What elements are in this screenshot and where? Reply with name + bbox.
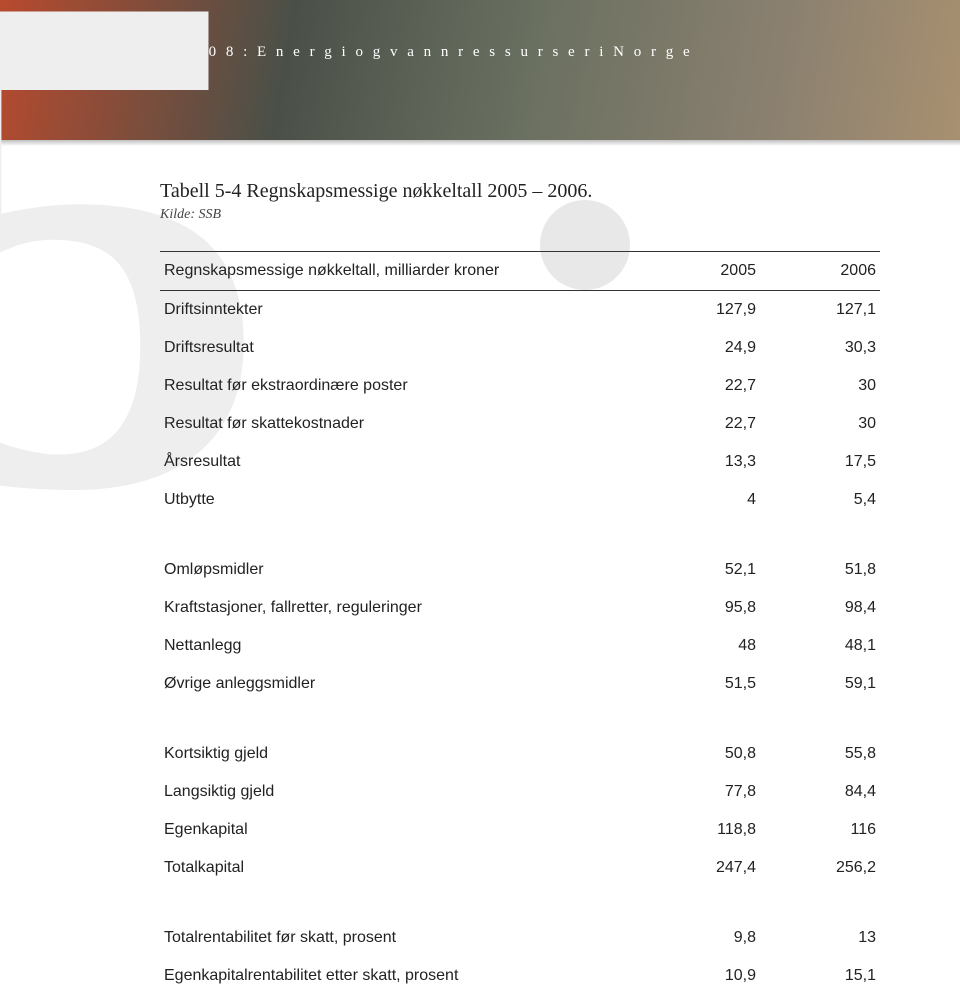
row-value-2005: 247,4 (640, 849, 760, 919)
table-row: Totalkapital247,4256,2 (160, 849, 880, 919)
row-value-2005: 13,3 (640, 443, 760, 481)
row-value-2005: 50,8 (640, 735, 760, 773)
table-row: Øvrige anleggsmidler51,559,1 (160, 665, 880, 735)
row-label: Egenkapitalrentabilitet etter skatt, pro… (160, 957, 640, 995)
row-label: Totalrentabilitet før skatt, prosent (160, 919, 640, 957)
table-row: Totalrentabilitet før skatt, prosent9,81… (160, 919, 880, 957)
row-value-2005: 118,8 (640, 811, 760, 849)
row-value-2005: 48 (640, 627, 760, 665)
table-header-row: Regnskapsmessige nøkkeltall, milliarder … (160, 252, 880, 291)
table-source: Kilde: SSB (160, 207, 880, 223)
row-value-2006: 98,4 (760, 589, 880, 627)
row-value-2006: 55,8 (760, 735, 880, 773)
main-content: Tabell 5-4 Regnskapsmessige nøkkeltall 2… (160, 180, 880, 995)
table-row: Nettanlegg4848,1 (160, 627, 880, 665)
row-label: Omløpsmidler (160, 551, 640, 589)
row-value-2006: 84,4 (760, 773, 880, 811)
row-label: Øvrige anleggsmidler (160, 665, 640, 735)
row-label: Nettanlegg (160, 627, 640, 665)
header-label: Regnskapsmessige nøkkeltall, milliarder … (160, 252, 640, 291)
table-row: Langsiktig gjeld77,884,4 (160, 773, 880, 811)
row-value-2005: 24,9 (640, 329, 760, 367)
row-value-2006: 30,3 (760, 329, 880, 367)
row-value-2005: 52,1 (640, 551, 760, 589)
row-value-2006: 30 (760, 405, 880, 443)
row-value-2005: 22,7 (640, 367, 760, 405)
row-value-2006: 127,1 (760, 291, 880, 330)
row-value-2006: 48,1 (760, 627, 880, 665)
row-value-2005: 9,8 (640, 919, 760, 957)
row-label: Utbytte (160, 481, 640, 551)
row-label: Egenkapital (160, 811, 640, 849)
row-value-2006: 17,5 (760, 443, 880, 481)
table-row: Driftsresultat24,930,3 (160, 329, 880, 367)
table-row: Egenkapitalrentabilitet etter skatt, pro… (160, 957, 880, 995)
row-value-2005: 127,9 (640, 291, 760, 330)
row-value-2005: 22,7 (640, 405, 760, 443)
row-value-2006: 15,1 (760, 957, 880, 995)
table-title: Tabell 5-4 Regnskapsmessige nøkkeltall 2… (160, 180, 880, 203)
col-2005: 2005 (640, 252, 760, 291)
financial-table: Regnskapsmessige nøkkeltall, milliarder … (160, 251, 880, 995)
row-value-2006: 5,4 (760, 481, 880, 551)
row-label: Kortsiktig gjeld (160, 735, 640, 773)
row-label: Driftsinntekter (160, 291, 640, 330)
row-value-2006: 256,2 (760, 849, 880, 919)
table-row: Egenkapital118,8116 (160, 811, 880, 849)
table-row: Omløpsmidler52,151,8 (160, 551, 880, 589)
table-row: Resultat før ekstraordinære poster22,730 (160, 367, 880, 405)
row-value-2006: 30 (760, 367, 880, 405)
row-label: Totalkapital (160, 849, 640, 919)
row-label: Langsiktig gjeld (160, 773, 640, 811)
row-value-2005: 4 (640, 481, 760, 551)
table-row: Utbytte45,4 (160, 481, 880, 551)
row-value-2006: 51,8 (760, 551, 880, 589)
row-label: Kraftstasjoner, fallretter, reguleringer (160, 589, 640, 627)
row-value-2005: 95,8 (640, 589, 760, 627)
table-row: Kraftstasjoner, fallretter, reguleringer… (160, 589, 880, 627)
table-row: Årsresultat13,317,5 (160, 443, 880, 481)
table-row: Kortsiktig gjeld50,855,8 (160, 735, 880, 773)
table-body: Driftsinntekter127,9127,1Driftsresultat2… (160, 291, 880, 995)
row-value-2005: 77,8 (640, 773, 760, 811)
table-row: Driftsinntekter127,9127,1 (160, 291, 880, 330)
table-row: Resultat før skattekostnader22,730 (160, 405, 880, 443)
row-value-2006: 116 (760, 811, 880, 849)
row-value-2006: 59,1 (760, 665, 880, 735)
row-label: Resultat før skattekostnader (160, 405, 640, 443)
row-value-2005: 51,5 (640, 665, 760, 735)
row-label: Resultat før ekstraordinære poster (160, 367, 640, 405)
row-value-2006: 13 (760, 919, 880, 957)
row-label: Driftsresultat (160, 329, 640, 367)
row-value-2005: 10,9 (640, 957, 760, 995)
col-2006: 2006 (760, 252, 880, 291)
row-label: Årsresultat (160, 443, 640, 481)
